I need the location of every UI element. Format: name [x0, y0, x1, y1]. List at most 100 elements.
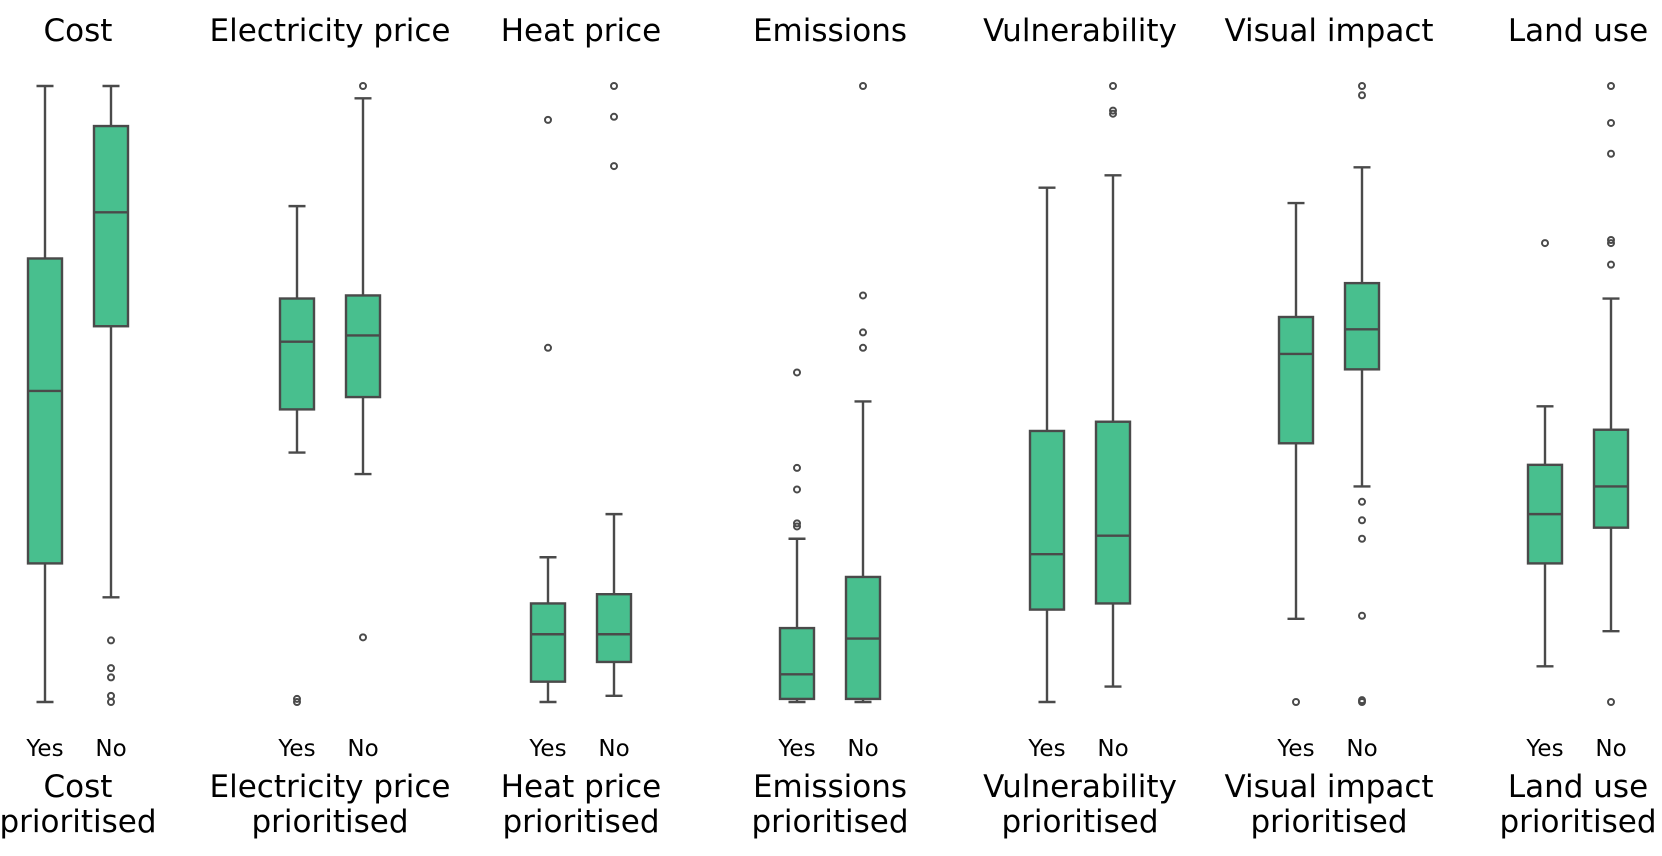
box-visual-impact-no	[1343, 82, 1381, 706]
outlier-point	[793, 368, 801, 377]
box-vulnerability-yes	[1028, 186, 1066, 704]
iqr-box	[529, 602, 567, 683]
xlabel-line1: Cost	[44, 769, 113, 805]
panel-title: Cost	[44, 13, 113, 49]
iqr-box	[92, 124, 130, 328]
box-land-use-no	[1592, 82, 1630, 706]
outlier-point	[107, 636, 115, 645]
iqr-box	[26, 257, 64, 565]
tick-label-yes: Yes	[1027, 736, 1065, 762]
outlier-point	[1109, 82, 1117, 90]
xlabel-line1: Electricity price	[210, 769, 451, 805]
panel-title: Vulnerability	[983, 13, 1177, 49]
outlier-point	[107, 664, 115, 673]
box-vulnerability-no	[1094, 82, 1132, 688]
outlier-point	[544, 115, 552, 124]
box-heat-price-yes	[529, 115, 567, 704]
tick-label-no: No	[1595, 736, 1626, 762]
tick-label-no: No	[847, 736, 878, 762]
iqr-box	[778, 626, 816, 701]
tick-label-yes: Yes	[1276, 736, 1314, 762]
outlier-point	[793, 519, 801, 528]
outlier-point	[1358, 696, 1366, 705]
outlier-point	[1358, 91, 1366, 100]
box-land-use-yes	[1526, 239, 1564, 668]
xlabel-line2: prioritised	[0, 804, 157, 840]
xlabel-line2: prioritised	[502, 804, 659, 840]
outlier-point	[359, 633, 367, 642]
outlier-point	[107, 691, 115, 700]
panel-title: Heat price	[501, 13, 662, 49]
outlier-point	[610, 112, 618, 121]
outlier-point	[1607, 236, 1615, 244]
xlabel-line1: Land use	[1508, 769, 1648, 805]
box-heat-price-no	[595, 82, 633, 698]
outlier-point	[1358, 516, 1366, 525]
outlier-point	[610, 162, 618, 171]
tick-label-no: No	[347, 736, 378, 762]
iqr-box	[278, 297, 316, 411]
outlier-point	[1109, 106, 1117, 115]
tick-label-yes: Yes	[1525, 736, 1563, 762]
outlier-point	[793, 485, 801, 494]
box-electricity-price-yes	[278, 204, 316, 706]
iqr-box	[1028, 429, 1066, 611]
xlabel-line2: prioritised	[1001, 804, 1158, 840]
outlier-point	[107, 698, 115, 706]
outlier-point	[1541, 239, 1549, 248]
box-emissions-no	[844, 82, 882, 704]
outlier-point	[1292, 698, 1300, 706]
panel-title: Land use	[1508, 13, 1648, 49]
outlier-point	[793, 522, 801, 531]
outlier-point	[359, 82, 367, 90]
outlier-point	[859, 291, 867, 300]
outlier-point	[1109, 109, 1117, 118]
tick-label-yes: Yes	[528, 736, 566, 762]
xlabel-line2: prioritised	[251, 804, 408, 840]
outlier-point	[1358, 82, 1366, 90]
outlier-point	[1607, 118, 1615, 127]
box-electricity-price-no	[344, 82, 382, 642]
xlabel-line1: Emissions	[753, 769, 907, 805]
xlabel-line1: Vulnerability	[983, 769, 1177, 805]
iqr-box	[1277, 315, 1315, 445]
panel-title: Electricity price	[210, 13, 451, 49]
outlier-point	[107, 673, 115, 682]
outlier-point	[293, 694, 301, 703]
iqr-box	[344, 294, 382, 399]
iqr-box	[1094, 420, 1132, 605]
box-cost-no	[92, 84, 130, 706]
tick-label-yes: Yes	[777, 736, 815, 762]
xlabel-line1: Visual impact	[1224, 769, 1433, 805]
iqr-box	[1343, 281, 1381, 371]
outlier-point	[1607, 149, 1615, 158]
iqr-box	[595, 593, 633, 664]
tick-label-no: No	[598, 736, 629, 762]
xlabel-line2: prioritised	[1250, 804, 1407, 840]
outlier-point	[610, 82, 618, 90]
outlier-point	[859, 82, 867, 90]
xlabel-line1: Heat price	[501, 769, 662, 805]
panel-title: Visual impact	[1224, 13, 1433, 49]
outlier-point	[1358, 497, 1366, 506]
box-cost-yes	[26, 84, 64, 704]
outlier-point	[1607, 82, 1615, 90]
outlier-point	[1358, 534, 1366, 543]
xlabel-line2: prioritised	[751, 804, 908, 840]
outlier-point	[793, 463, 801, 472]
tick-label-no: No	[1097, 736, 1128, 762]
iqr-box	[1592, 428, 1630, 529]
outlier-point	[1607, 698, 1615, 706]
xlabel-line2: prioritised	[1499, 804, 1656, 840]
tick-label-no: No	[95, 736, 126, 762]
box-emissions-yes	[778, 368, 816, 704]
